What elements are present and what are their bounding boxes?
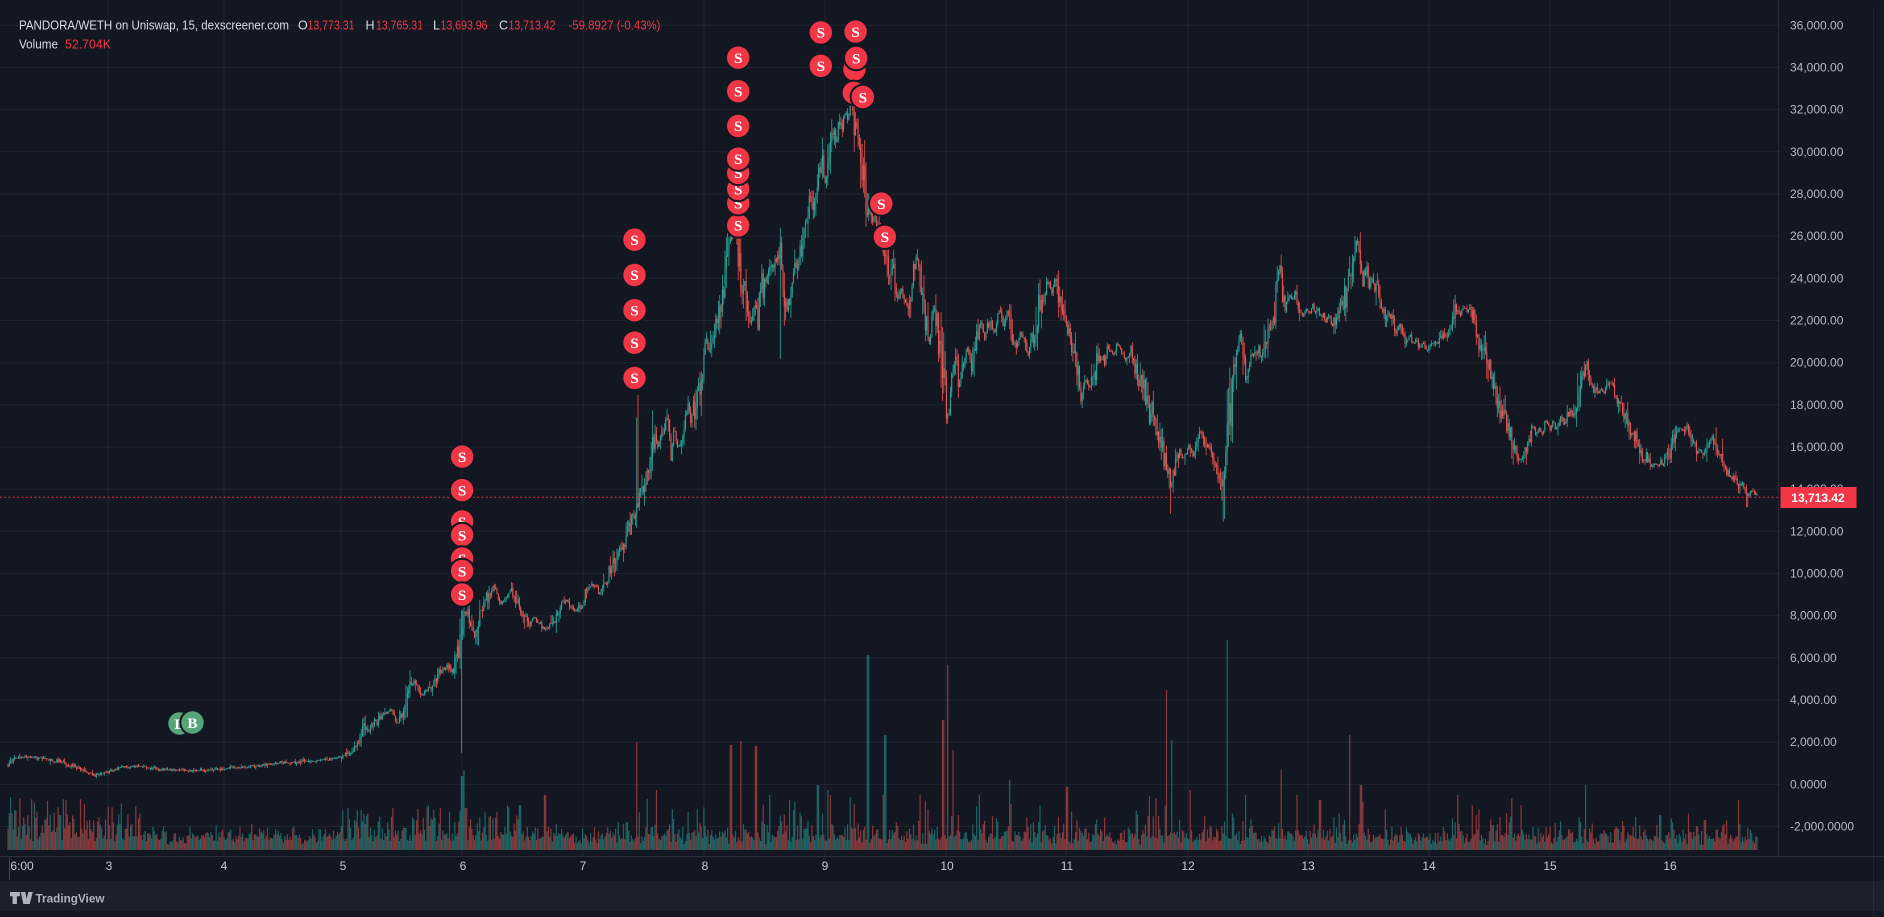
- svg-text:S: S: [877, 196, 885, 213]
- svg-text:S: S: [630, 303, 638, 320]
- svg-text:S: S: [458, 563, 466, 580]
- svg-text:30,000.00: 30,000.00: [1790, 145, 1844, 159]
- svg-text:13: 13: [1301, 859, 1315, 873]
- svg-text:36,000.00: 36,000.00: [1790, 18, 1844, 32]
- svg-text:15: 15: [1543, 859, 1557, 873]
- svg-text:9: 9: [822, 859, 829, 873]
- svg-text:S: S: [630, 335, 638, 352]
- svg-text:S: S: [734, 165, 742, 182]
- svg-text:S: S: [851, 24, 859, 41]
- svg-text:0.0000: 0.0000: [1790, 777, 1827, 791]
- svg-text:-59.8927 (-0.43%): -59.8927 (-0.43%): [569, 19, 661, 33]
- svg-text:S: S: [734, 84, 742, 101]
- svg-text:C: C: [499, 19, 508, 33]
- svg-text:13,773.31: 13,773.31: [308, 19, 355, 33]
- svg-text:S: S: [458, 587, 466, 604]
- svg-text:PANDORA/WETH on Uniswap, 15, d: PANDORA/WETH on Uniswap, 15, dexscreener…: [19, 19, 289, 33]
- svg-text:S: S: [734, 50, 742, 67]
- svg-text:S: S: [734, 181, 742, 198]
- svg-text:S: S: [458, 482, 466, 499]
- svg-text:11: 11: [1061, 859, 1074, 873]
- svg-text:O: O: [298, 19, 308, 33]
- svg-text:S: S: [734, 218, 742, 235]
- svg-text:13,693.96: 13,693.96: [441, 19, 488, 33]
- svg-text:S: S: [630, 267, 638, 284]
- svg-text:52.704K: 52.704K: [65, 38, 112, 52]
- svg-text:10: 10: [940, 859, 954, 873]
- svg-text:S: S: [881, 229, 889, 246]
- svg-text:6,000.00: 6,000.00: [1790, 651, 1837, 665]
- svg-text:34,000.00: 34,000.00: [1790, 61, 1844, 75]
- svg-text:6: 6: [460, 859, 467, 873]
- svg-text:H: H: [366, 19, 375, 33]
- svg-text:24,000.00: 24,000.00: [1790, 271, 1844, 285]
- svg-text:B: B: [187, 715, 197, 732]
- svg-text:S: S: [630, 232, 638, 249]
- svg-text:14: 14: [1422, 859, 1436, 873]
- svg-text:10,000.00: 10,000.00: [1790, 567, 1844, 581]
- svg-text:-2,000.0000: -2,000.0000: [1790, 820, 1854, 834]
- svg-text:S: S: [630, 370, 638, 387]
- svg-text:S: S: [734, 118, 742, 135]
- svg-text:13,713.42: 13,713.42: [509, 19, 556, 33]
- svg-text:3: 3: [106, 859, 113, 873]
- svg-text:S: S: [734, 151, 742, 168]
- svg-text:4: 4: [221, 859, 228, 873]
- svg-text:TradingView: TradingView: [36, 892, 106, 906]
- svg-text:S: S: [458, 527, 466, 544]
- svg-text:S: S: [859, 89, 867, 106]
- svg-text:7: 7: [580, 859, 587, 873]
- svg-text:20,000.00: 20,000.00: [1790, 356, 1844, 370]
- svg-text:8,000.00: 8,000.00: [1790, 609, 1837, 623]
- svg-text:S: S: [817, 58, 825, 75]
- svg-text:12: 12: [1181, 859, 1195, 873]
- svg-text:26,000.00: 26,000.00: [1790, 229, 1844, 243]
- svg-text:22,000.00: 22,000.00: [1790, 314, 1844, 328]
- svg-text:5: 5: [340, 859, 347, 873]
- svg-text:4,000.00: 4,000.00: [1790, 693, 1837, 707]
- svg-text:18,000.00: 18,000.00: [1790, 398, 1844, 412]
- svg-text:S: S: [817, 25, 825, 42]
- svg-text:16: 16: [1663, 859, 1677, 873]
- svg-text:2,000.00: 2,000.00: [1790, 735, 1837, 749]
- svg-text:13,765.31: 13,765.31: [376, 19, 423, 33]
- svg-text:S: S: [458, 449, 466, 466]
- svg-text:S: S: [734, 196, 742, 213]
- svg-text:13,713.42: 13,713.42: [1791, 491, 1845, 505]
- svg-text:8: 8: [702, 859, 709, 873]
- svg-text:S: S: [852, 50, 860, 67]
- svg-text:6:00: 6:00: [10, 859, 34, 873]
- svg-text:28,000.00: 28,000.00: [1790, 187, 1844, 201]
- svg-text:32,000.00: 32,000.00: [1790, 103, 1844, 117]
- svg-text:16,000.00: 16,000.00: [1790, 440, 1844, 454]
- svg-text:L: L: [433, 19, 440, 33]
- svg-text:Volume: Volume: [19, 38, 58, 52]
- svg-text:12,000.00: 12,000.00: [1790, 524, 1844, 538]
